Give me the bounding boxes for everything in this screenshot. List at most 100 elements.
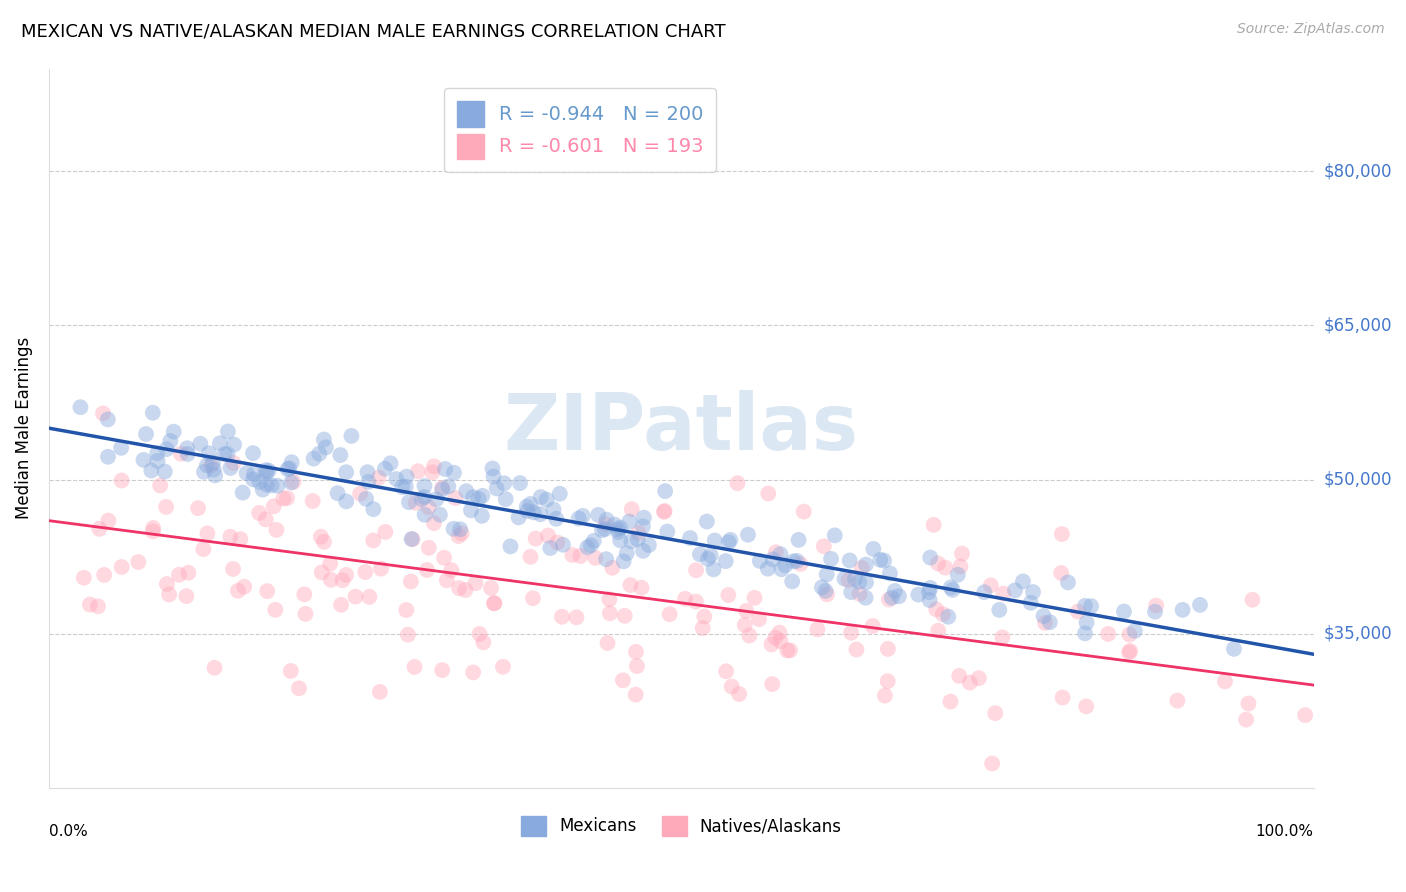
Point xyxy=(787,533,810,547)
Point xyxy=(385,472,408,486)
Point xyxy=(631,519,654,533)
Point xyxy=(423,516,446,530)
Point xyxy=(789,557,811,571)
Point xyxy=(728,687,751,701)
Point xyxy=(200,458,222,473)
Point xyxy=(516,500,538,514)
Point xyxy=(838,573,860,587)
Point xyxy=(756,486,779,500)
Point xyxy=(395,469,418,483)
Point xyxy=(696,551,718,566)
Point xyxy=(319,557,342,571)
Point xyxy=(685,563,707,577)
Point xyxy=(633,510,655,524)
Point xyxy=(332,574,354,588)
Point xyxy=(256,477,278,491)
Point xyxy=(855,575,877,590)
Point xyxy=(1118,627,1140,641)
Point xyxy=(718,533,741,547)
Point xyxy=(876,641,898,656)
Point xyxy=(482,596,505,610)
Point xyxy=(1118,646,1140,660)
Point xyxy=(907,588,929,602)
Point xyxy=(932,607,955,622)
Point xyxy=(880,591,903,605)
Point xyxy=(146,446,169,460)
Point xyxy=(981,756,1004,771)
Point xyxy=(292,587,315,601)
Point xyxy=(217,425,239,439)
Point xyxy=(374,524,396,539)
Point xyxy=(876,674,898,689)
Point xyxy=(330,598,353,612)
Point xyxy=(235,466,257,480)
Point xyxy=(370,561,392,575)
Point xyxy=(769,634,792,648)
Text: $50,000: $50,000 xyxy=(1324,471,1392,489)
Point xyxy=(685,594,707,608)
Point xyxy=(1080,599,1102,613)
Point xyxy=(335,494,357,508)
Point xyxy=(110,474,132,488)
Point xyxy=(519,497,541,511)
Text: 0.0%: 0.0% xyxy=(49,824,87,838)
Point xyxy=(319,573,342,587)
Point xyxy=(1241,592,1264,607)
Point xyxy=(946,567,969,582)
Point xyxy=(363,502,385,516)
Point xyxy=(443,522,465,536)
Point xyxy=(538,541,561,555)
Point xyxy=(149,478,172,492)
Point xyxy=(949,559,972,574)
Point xyxy=(349,487,371,501)
Point xyxy=(413,508,436,522)
Point xyxy=(546,535,568,549)
Point xyxy=(727,476,749,491)
Point xyxy=(217,447,239,461)
Point xyxy=(73,571,96,585)
Point xyxy=(226,583,249,598)
Point xyxy=(839,625,862,640)
Point xyxy=(834,572,856,586)
Point xyxy=(824,528,846,542)
Point xyxy=(572,508,595,523)
Point xyxy=(815,587,838,601)
Point xyxy=(312,433,335,447)
Point xyxy=(1074,626,1097,640)
Text: $80,000: $80,000 xyxy=(1324,162,1392,180)
Point xyxy=(624,645,647,659)
Point xyxy=(247,506,270,520)
Point xyxy=(543,502,565,516)
Point xyxy=(443,466,465,480)
Point xyxy=(294,607,316,621)
Point xyxy=(679,531,702,545)
Point xyxy=(934,560,956,574)
Point xyxy=(523,505,546,519)
Point xyxy=(696,515,718,529)
Point xyxy=(879,566,901,581)
Point xyxy=(606,522,628,536)
Point xyxy=(329,448,352,462)
Point xyxy=(340,429,363,443)
Point xyxy=(620,534,643,549)
Point xyxy=(815,567,838,582)
Point xyxy=(467,491,489,506)
Point xyxy=(89,522,111,536)
Point xyxy=(780,574,803,589)
Text: MEXICAN VS NATIVE/ALASKAN MEDIAN MALE EARNINGS CORRELATION CHART: MEXICAN VS NATIVE/ALASKAN MEDIAN MALE EA… xyxy=(21,22,725,40)
Point xyxy=(748,554,770,568)
Point xyxy=(155,442,177,457)
Point xyxy=(177,566,200,580)
Point xyxy=(201,456,224,470)
Point xyxy=(359,590,381,604)
Point xyxy=(404,660,426,674)
Point xyxy=(522,591,544,606)
Point xyxy=(252,483,274,497)
Point xyxy=(569,549,592,563)
Point xyxy=(582,533,605,548)
Point xyxy=(942,582,965,597)
Point xyxy=(869,553,891,567)
Point xyxy=(877,592,900,607)
Point xyxy=(769,547,792,561)
Point xyxy=(374,461,396,475)
